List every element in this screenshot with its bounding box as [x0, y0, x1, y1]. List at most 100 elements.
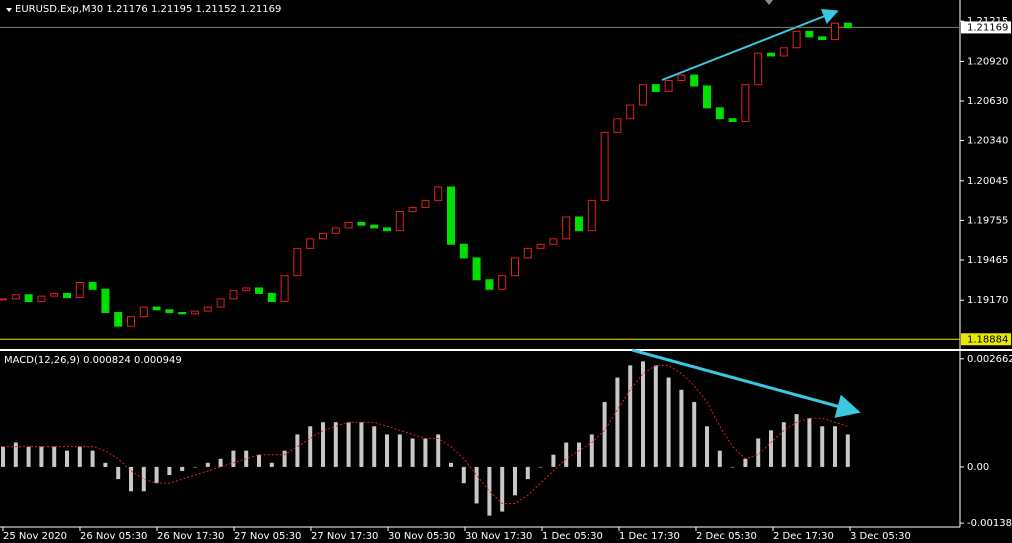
candle [139, 306, 148, 318]
y-tick-label: 1.20340 [967, 136, 1008, 147]
y-tick-label: -0.001385 [967, 518, 1012, 529]
macd-bar [385, 434, 389, 467]
candle [101, 288, 110, 314]
macd-bar [845, 434, 850, 467]
level-label: 1.18884 [967, 334, 1008, 345]
macd-bar [167, 466, 172, 476]
candle [805, 30, 814, 38]
candle [741, 84, 750, 122]
macd-bar [513, 466, 517, 496]
candle [690, 74, 699, 87]
x-tick-label: 30 Nov 05:30 [388, 531, 455, 542]
macd-bar [39, 446, 44, 467]
candle [267, 292, 276, 303]
macd-bar [717, 450, 722, 467]
candle [383, 227, 391, 232]
candle [511, 257, 519, 277]
y-tick-label: 1.19170 [967, 295, 1008, 306]
candle [818, 36, 827, 41]
candle [434, 186, 443, 202]
macd-bar [26, 446, 31, 467]
candle [191, 310, 199, 315]
candle [843, 22, 852, 28]
shift-marker [765, 0, 773, 5]
y-tick-label: 0.002662 [967, 354, 1012, 365]
macd-bar [615, 377, 620, 467]
candle [728, 118, 737, 122]
candle [575, 216, 583, 232]
candle [536, 243, 545, 249]
candle [293, 247, 302, 277]
macd-bar [359, 422, 364, 467]
candle [677, 74, 686, 82]
candle [523, 247, 532, 259]
y-tick-label: 1.20920 [967, 56, 1008, 67]
x-tick-label: 2 Dec 17:30 [773, 531, 834, 542]
candle [0, 298, 7, 301]
candle [229, 290, 238, 300]
macd-bar [449, 462, 453, 467]
macd-bar [551, 454, 556, 467]
x-tick-label: 2 Dec 05:30 [696, 531, 757, 542]
macd-bar [90, 450, 95, 467]
x-tick-label: 27 Nov 17:30 [311, 531, 378, 542]
macd-bar [1, 446, 5, 467]
macd-bar [653, 365, 658, 467]
y-tick-label: 1.20630 [967, 96, 1008, 107]
x-tick-label: 3 Dec 05:30 [850, 531, 911, 542]
candle [280, 275, 289, 303]
macd-bar [372, 426, 377, 467]
macd-bar [577, 442, 581, 467]
candle [319, 232, 327, 240]
macd-bar [436, 434, 441, 467]
macd-bar [564, 442, 569, 467]
candle [331, 227, 340, 234]
candle [306, 238, 315, 249]
candle [11, 294, 20, 300]
macd-bar [308, 426, 313, 467]
macd-bar [154, 466, 159, 484]
last-price-box [961, 21, 1011, 34]
macd-bar [180, 466, 185, 471]
macd-bar [525, 466, 530, 480]
macd-bar [410, 438, 415, 467]
macd-bar [103, 462, 108, 467]
macd-bar [781, 422, 786, 467]
macd-bar [13, 442, 18, 467]
candle [767, 52, 775, 57]
candle [114, 312, 123, 327]
x-tick-label: 26 Nov 17:30 [157, 531, 224, 542]
menu-arrow[interactable] [6, 8, 12, 12]
candle [255, 287, 263, 294]
symbol-header: EURUSD.Exp,M30 1.21176 1.21195 1.21152 1… [15, 4, 281, 15]
candle [37, 295, 46, 303]
signal-line [3, 364, 848, 504]
y-tick-label: 1.19465 [967, 255, 1008, 266]
macd-bar [257, 454, 261, 467]
candle [395, 211, 404, 232]
x-tick-label: 27 Nov 05:30 [234, 531, 301, 542]
macd-bar [141, 466, 146, 492]
macd-bar [500, 466, 505, 512]
candle [165, 309, 174, 314]
macd-bar [321, 422, 325, 467]
x-tick-label: 26 Nov 05:30 [80, 531, 147, 542]
x-tick-label: 30 Nov 17:30 [465, 531, 532, 542]
macd-bar [756, 438, 761, 467]
macd-bar [602, 401, 607, 467]
macd-header: MACD(12,26,9) 0.000824 0.000949 [4, 355, 182, 366]
candle [63, 292, 71, 299]
y-tick-label: 1.19755 [967, 215, 1008, 226]
macd-bar [116, 466, 121, 480]
macd-bar [333, 422, 338, 467]
candle [715, 107, 724, 120]
candle [88, 281, 97, 290]
trend-arrow-macd [631, 348, 861, 418]
macd-bar [193, 466, 197, 468]
candle [242, 287, 251, 292]
macd-bar [794, 414, 799, 467]
candle [127, 316, 135, 327]
candle [50, 292, 59, 297]
candle [664, 80, 673, 92]
